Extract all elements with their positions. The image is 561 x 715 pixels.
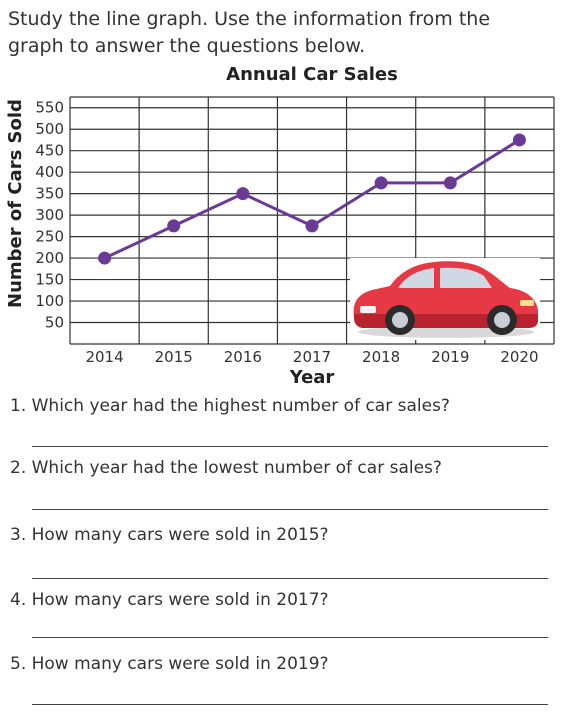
answer-line-4[interactable] — [32, 637, 548, 638]
y-tick-label: 550 — [35, 99, 64, 117]
question-3: 3. How many cars were sold in 2015? — [10, 525, 329, 545]
y-tick-label: 100 — [35, 292, 64, 310]
x-tick-label: 2020 — [500, 348, 538, 366]
y-tick-label: 400 — [35, 163, 64, 181]
x-tick-labels: 2014 2015 2016 2017 2018 2019 2020 — [85, 348, 538, 366]
red-car-icon — [350, 258, 540, 340]
data-point — [512, 133, 526, 147]
y-tick-labels: 50 100 150 200 250 300 350 400 450 500 550 — [35, 99, 64, 332]
data-point — [167, 219, 181, 233]
data-point — [305, 219, 319, 233]
answer-line-5[interactable] — [32, 704, 548, 705]
y-tick-label: 300 — [35, 206, 64, 224]
data-point — [236, 187, 250, 201]
x-tick-label: 2014 — [85, 348, 123, 366]
data-point — [374, 176, 388, 190]
y-tick-label: 350 — [35, 185, 64, 203]
y-tick-label: 50 — [45, 314, 64, 332]
answer-line-2[interactable] — [32, 509, 548, 510]
instructions-text: Study the line graph. Use the informatio… — [8, 8, 491, 57]
y-tick-label: 450 — [35, 142, 64, 160]
answer-line-3[interactable] — [32, 578, 548, 579]
data-points — [98, 133, 526, 265]
y-tick-label: 250 — [35, 228, 64, 246]
x-tick-label: 2017 — [293, 348, 331, 366]
data-point — [98, 251, 112, 265]
x-axis-label: Year — [289, 367, 335, 388]
y-tick-label: 200 — [35, 249, 64, 267]
y-tick-label: 150 — [35, 271, 64, 289]
x-tick-label: 2019 — [431, 348, 469, 366]
data-point — [443, 176, 457, 190]
question-4: 4. How many cars were sold in 2017? — [10, 590, 329, 610]
question-5: 5. How many cars were sold in 2019? — [10, 654, 329, 674]
x-tick-label: 2015 — [155, 348, 193, 366]
series-line — [103, 138, 521, 260]
answer-line-1[interactable] — [32, 446, 548, 447]
chart-title: Annual Car Sales — [226, 64, 398, 85]
x-tick-label: 2016 — [224, 348, 262, 366]
question-2: 2. Which year had the lowest number of c… — [10, 458, 442, 478]
y-tick-label: 500 — [35, 120, 64, 138]
question-1: 1. Which year had the highest number of … — [10, 396, 450, 416]
x-tick-label: 2018 — [362, 348, 400, 366]
